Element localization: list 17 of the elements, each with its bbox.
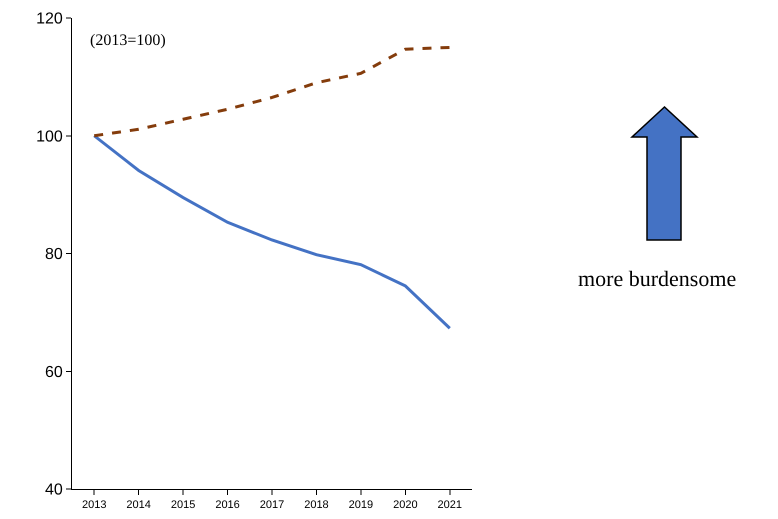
x-tick-label: 2018: [304, 499, 329, 512]
y-tick-label: 40: [45, 482, 63, 499]
x-tick-label: 2014: [126, 499, 151, 512]
x-tick-label: 2019: [348, 499, 374, 512]
x-tick-label: 2020: [393, 499, 418, 512]
y-tick-label: 60: [45, 364, 63, 381]
y-tick-label: 100: [36, 128, 63, 146]
x-tick-label: 2013: [82, 499, 106, 512]
text: more burdensome: [578, 266, 736, 291]
line-series: [92, 134, 452, 330]
x-tick-label: 2017: [260, 499, 284, 512]
y-tick-label: 120: [36, 10, 63, 28]
x-tick-label: 2015: [170, 499, 196, 512]
x-tick-label: 2016: [215, 499, 240, 512]
x-tick-label: 2021: [438, 499, 462, 512]
annotation: (2013=100): [90, 32, 166, 49]
y-tick-label: 80: [45, 246, 63, 264]
